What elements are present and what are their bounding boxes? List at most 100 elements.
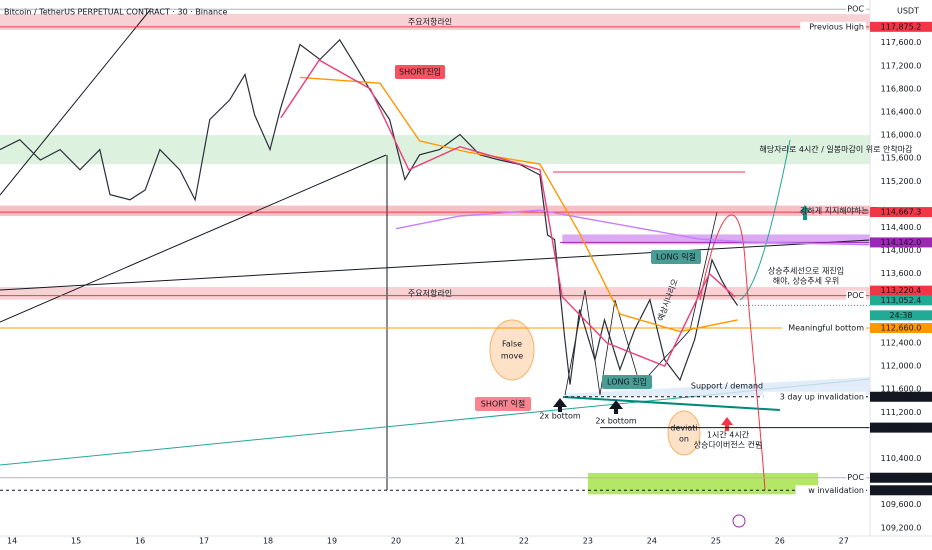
price-badge-label: 110,066.9 xyxy=(881,473,922,482)
zone xyxy=(587,472,819,495)
zone xyxy=(0,287,870,300)
price-badge xyxy=(870,237,932,248)
level-tag-bg xyxy=(763,391,866,402)
price-badge xyxy=(870,285,932,296)
annotation: SHORT 익절 xyxy=(481,399,526,409)
x-tick-label: 18 xyxy=(263,537,273,546)
y-tick-label: 114,000.0 xyxy=(881,246,922,255)
scenario-path xyxy=(739,139,791,301)
level-tag: POC xyxy=(847,291,864,300)
annotation: 2x bottom xyxy=(539,412,581,421)
x-tick-label: 16 xyxy=(135,537,145,546)
annotation: LONG 익절 xyxy=(656,252,696,262)
y-tick-label: 113,600.0 xyxy=(881,269,922,278)
annotation: deviati xyxy=(670,424,697,433)
zone-label: 주요저항라인 xyxy=(408,16,452,26)
y-tick-label: 109,600.0 xyxy=(881,500,922,509)
y-tick-label: 115,200.0 xyxy=(881,177,922,186)
zone xyxy=(0,205,870,216)
level-tag: 3 day up invalidation xyxy=(780,392,864,401)
y-tick-label: 114,400.0 xyxy=(881,223,922,232)
x-tick-label: 23 xyxy=(583,537,593,546)
level-tag: w invalidation xyxy=(808,486,864,495)
y-tick-label: 110,400.0 xyxy=(881,454,922,463)
level-tag: POC xyxy=(847,5,864,14)
level-tag-bg xyxy=(800,21,866,32)
x-tick-label: 25 xyxy=(711,537,721,546)
arrow xyxy=(721,417,733,425)
annotation: 2x bottom xyxy=(595,417,637,426)
y-tick-label: 117,600.0 xyxy=(881,38,922,47)
price-badge-label: 117,875.2 xyxy=(881,22,922,31)
series xyxy=(0,8,871,491)
annotation: 해야, 상승추세 우위 xyxy=(773,276,840,286)
price-badge-label: 111,469.2 xyxy=(881,392,922,401)
annotation: move xyxy=(501,352,523,361)
annotation: on xyxy=(679,435,689,444)
x-tick-label: 19 xyxy=(327,537,337,546)
trend-line xyxy=(0,154,387,323)
price-badge-label: 113,220.4 xyxy=(881,286,922,295)
annotation-badge xyxy=(602,375,652,389)
arrow xyxy=(553,398,567,407)
price-badge xyxy=(870,485,932,496)
level-tag-bg xyxy=(846,472,866,483)
arrow xyxy=(614,408,618,414)
price-badge xyxy=(870,472,932,483)
price-line xyxy=(395,209,871,246)
currency: USDT xyxy=(897,7,919,16)
arrow xyxy=(803,212,807,220)
level-tag-bg xyxy=(846,4,866,15)
price-line xyxy=(280,59,736,367)
x-tick-label: 15 xyxy=(71,537,81,546)
level-tag: POC xyxy=(847,473,864,482)
annotation: Support / demand xyxy=(691,382,763,391)
price-badge xyxy=(870,207,932,218)
price-badge-label: 109,850.0 xyxy=(881,486,922,495)
annotation: LONG 진입 xyxy=(607,377,647,387)
x-tick-label: 24 xyxy=(647,537,657,546)
chart-title: Bitcoin / TetherUS PERPETUAL CONTRACT · … xyxy=(4,8,227,17)
x-tick-label: 27 xyxy=(839,537,849,546)
zone xyxy=(0,135,870,164)
x-tick-label: 21 xyxy=(455,537,465,546)
arrow xyxy=(609,400,623,409)
price-badge-label: 112,660.0 xyxy=(881,324,922,333)
annotation-badge xyxy=(395,65,445,79)
price-badge-label: 114,667.3 xyxy=(881,208,922,217)
y-tick-label: 116,400.0 xyxy=(881,108,922,117)
y-tick-label: 115,600.0 xyxy=(881,154,922,163)
x-tick-label: 14 xyxy=(7,537,17,546)
price-badge-label: 113,052.4 xyxy=(881,296,922,305)
x-tick-label: 26 xyxy=(775,537,785,546)
price-badge-label: 114,142.0 xyxy=(881,238,922,247)
zone-label: 해당자리로 4시간 / 일봉마감이 위로 안착마감 xyxy=(760,144,914,154)
event-icon xyxy=(732,514,746,528)
drawings xyxy=(0,9,871,528)
arrow xyxy=(558,406,562,412)
zone xyxy=(562,234,870,245)
level-tag-bg xyxy=(781,323,866,333)
price-line xyxy=(0,38,739,385)
price-badge-label: 110,935.0 xyxy=(881,423,922,432)
y-tick-label: 117,200.0 xyxy=(881,61,922,70)
x-tick-label: 22 xyxy=(519,537,529,546)
y-tick-label: 111,200.0 xyxy=(881,408,922,417)
arrow xyxy=(799,205,811,213)
price-badge xyxy=(870,295,932,306)
annotation: 상승추세선으로 재진입 xyxy=(768,266,844,276)
bubble xyxy=(489,319,535,381)
bubble xyxy=(667,410,701,456)
price-badge xyxy=(870,422,932,433)
y-tick-label: 116,800.0 xyxy=(881,84,922,93)
x-tick-label: 17 xyxy=(199,537,209,546)
annotation-badge xyxy=(651,250,701,264)
trend-line xyxy=(0,239,871,291)
trend-line xyxy=(0,9,151,196)
zones xyxy=(0,13,870,495)
y-tick-label: 111,600.0 xyxy=(881,385,922,394)
level-tag-bg xyxy=(795,485,866,496)
x-tick-label: 20 xyxy=(391,537,401,546)
